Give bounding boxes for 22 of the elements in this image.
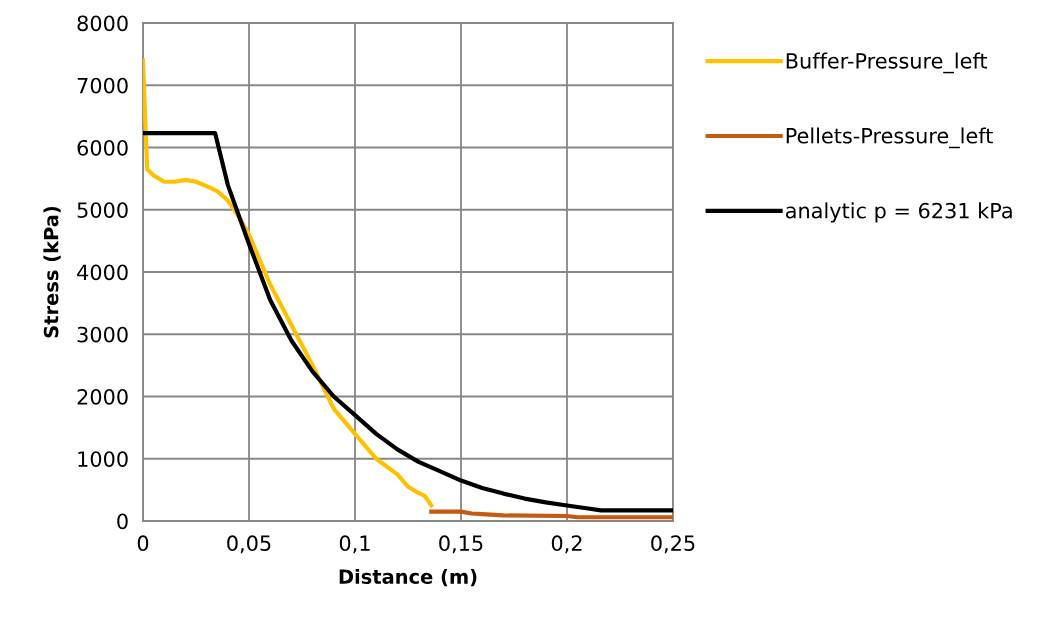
y-axis-title: Stress (kPa) <box>43 206 61 338</box>
y-tick-label: 4000 <box>77 264 128 281</box>
x-tick-label: 0,2 <box>551 535 582 554</box>
y-tick-label: 0 <box>117 513 128 530</box>
y-tick-label: 5000 <box>77 202 128 218</box>
x-tick-label: 0,05 <box>227 535 271 554</box>
y-tick-label: 8000 <box>77 15 128 32</box>
y-tick-label: 1000 <box>78 451 128 467</box>
x-axis-title: Distance (m) <box>339 568 477 587</box>
y-tick-label: 2000 <box>77 388 128 405</box>
y-tick-label: 6000 <box>77 139 128 156</box>
y-tick-label: 7000 <box>77 77 128 94</box>
legend-label: Pellets-Pressure_left <box>786 127 993 149</box>
x-tick-label: 0,25 <box>651 535 695 554</box>
x-tick-label: 0,1 <box>339 535 370 554</box>
legend-label: analytic p = 6231 kPa <box>785 202 1012 223</box>
x-tick-label: 0,15 <box>439 535 483 554</box>
legend-label: Buffer-Pressure_left <box>786 52 988 74</box>
x-tick-label: 0 <box>137 535 149 552</box>
y-tick-label: 3000 <box>77 326 128 343</box>
line-series <box>143 131 673 513</box>
line-series <box>143 58 434 508</box>
